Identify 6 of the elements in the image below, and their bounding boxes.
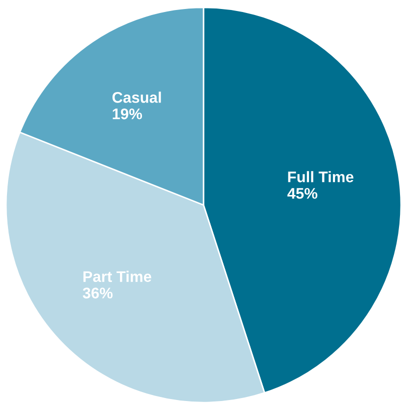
slice-label: Part Time	[83, 270, 152, 282]
data-label: 36%	[82, 288, 113, 298]
slice-label: Casual	[112, 92, 161, 103]
slice-label: Full Time	[288, 171, 354, 182]
data-label: 45%	[287, 188, 318, 199]
data-label: 19%	[112, 108, 142, 120]
